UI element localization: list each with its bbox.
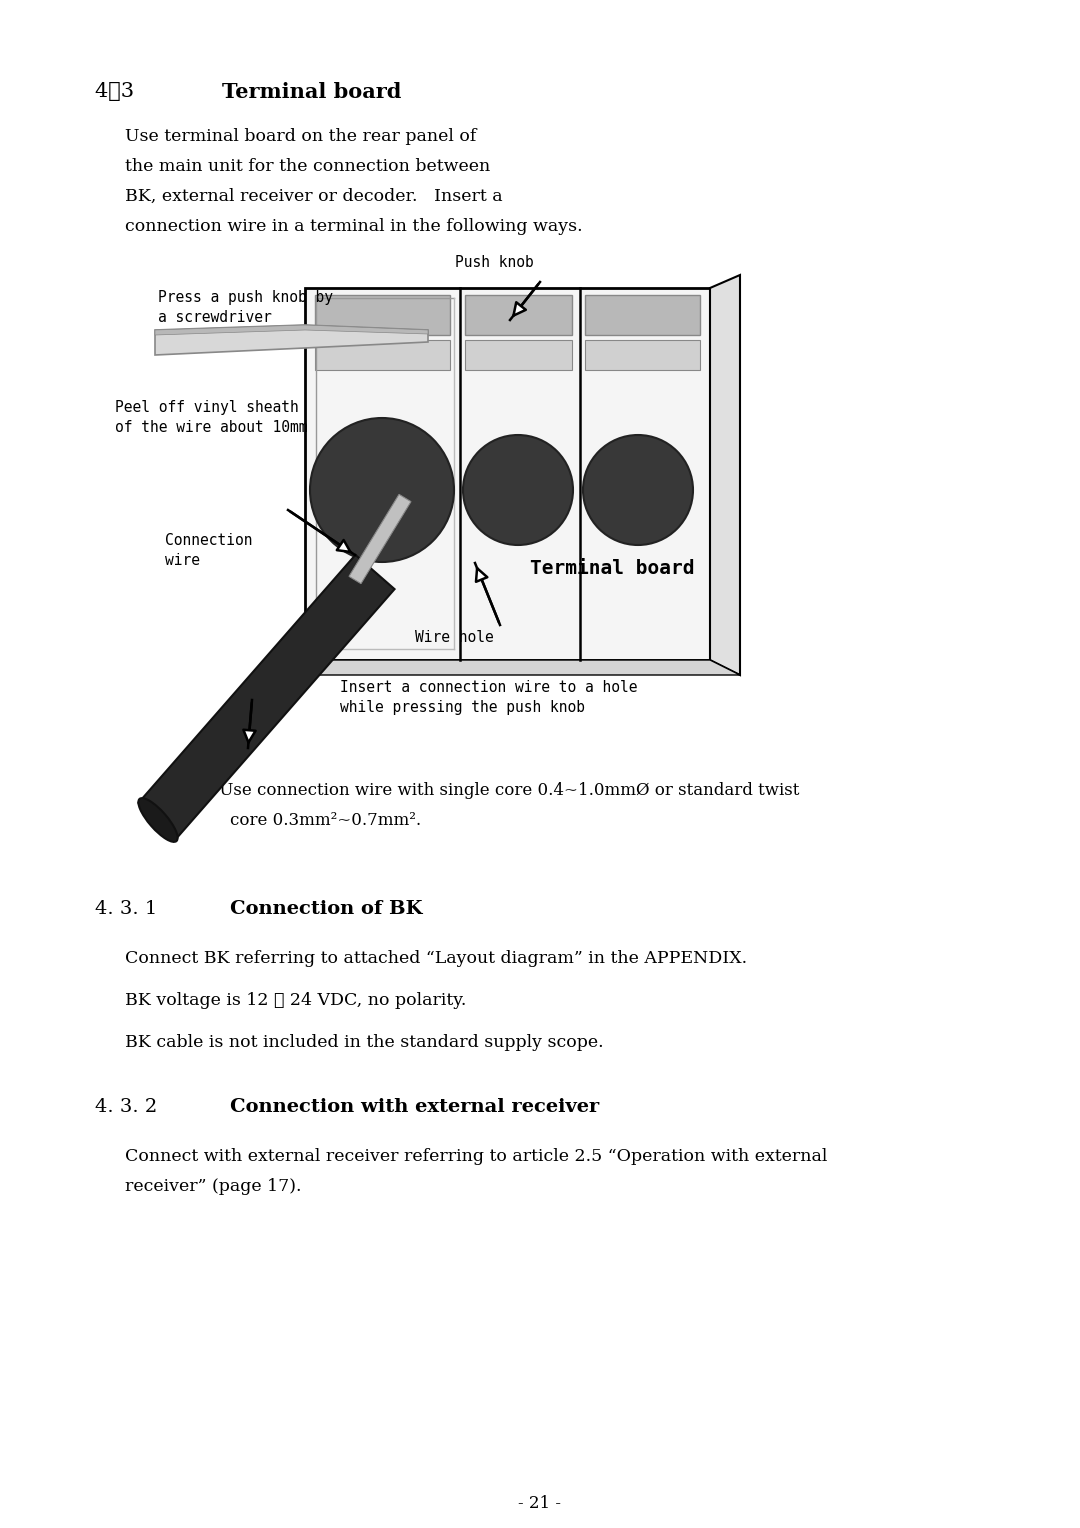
Text: BK cable is not included in the standard supply scope.: BK cable is not included in the standard…	[125, 1034, 604, 1051]
Text: receiver” (page 17).: receiver” (page 17).	[125, 1178, 301, 1195]
Circle shape	[310, 419, 454, 562]
Text: Connection with external receiver: Connection with external receiver	[230, 1099, 599, 1115]
Bar	[465, 341, 572, 370]
Text: core 0.3mm²~0.7mm².: core 0.3mm²~0.7mm².	[230, 811, 421, 830]
Text: Note:  Use connection wire with single core 0.4~1.0mmØ or standard twist: Note: Use connection wire with single co…	[162, 782, 799, 799]
Text: Terminal board: Terminal board	[530, 559, 694, 578]
Text: Push knob: Push knob	[455, 255, 534, 270]
Polygon shape	[710, 275, 740, 675]
Text: Connect BK referring to attached “Layout diagram” in the APPENDIX.: Connect BK referring to attached “Layout…	[125, 950, 747, 967]
Circle shape	[583, 435, 693, 545]
Bar	[305, 287, 710, 660]
Bar	[585, 341, 700, 370]
Text: of the wire about 10mm: of the wire about 10mm	[114, 420, 308, 435]
Text: Insert a connection wire to a hole: Insert a connection wire to a hole	[340, 680, 637, 695]
Text: Connection of BK: Connection of BK	[230, 900, 422, 918]
Bar	[465, 295, 572, 335]
Text: while pressing the push knob: while pressing the push knob	[340, 700, 585, 715]
Text: a screwdriver: a screwdriver	[158, 310, 272, 325]
Text: Connection: Connection	[165, 533, 253, 549]
Polygon shape	[156, 325, 428, 354]
Text: Press a push knob by: Press a push knob by	[158, 290, 333, 306]
Polygon shape	[156, 325, 428, 335]
Text: - 21 -: - 21 -	[518, 1494, 562, 1513]
Bar	[315, 341, 450, 370]
Text: Peel off vinyl sheath: Peel off vinyl sheath	[114, 400, 299, 416]
Text: Connect with external receiver referring to article 2.5 “Operation with external: Connect with external receiver referring…	[125, 1148, 827, 1164]
Polygon shape	[305, 660, 740, 675]
Text: connection wire in a terminal in the following ways.: connection wire in a terminal in the fol…	[125, 219, 582, 235]
Text: Use terminal board on the rear panel of: Use terminal board on the rear panel of	[125, 128, 476, 145]
Text: BK voltage is 12 ～ 24 VDC, no polarity.: BK voltage is 12 ～ 24 VDC, no polarity.	[125, 992, 467, 1008]
Circle shape	[463, 435, 573, 545]
Text: BK, external receiver or decoder.   Insert a: BK, external receiver or decoder. Insert…	[125, 188, 502, 205]
Bar	[315, 295, 450, 335]
Ellipse shape	[138, 798, 177, 842]
Text: 4. 3. 2: 4. 3. 2	[95, 1099, 170, 1115]
Polygon shape	[138, 555, 394, 837]
Text: Wire hole: Wire hole	[415, 630, 494, 645]
Text: 4. 3. 1: 4. 3. 1	[95, 900, 170, 918]
Text: Terminal board: Terminal board	[222, 83, 402, 102]
Polygon shape	[349, 495, 411, 584]
Text: 4．3: 4．3	[95, 83, 147, 101]
Text: wire: wire	[165, 553, 200, 568]
Text: the main unit for the connection between: the main unit for the connection between	[125, 157, 490, 176]
Bar	[585, 295, 700, 335]
